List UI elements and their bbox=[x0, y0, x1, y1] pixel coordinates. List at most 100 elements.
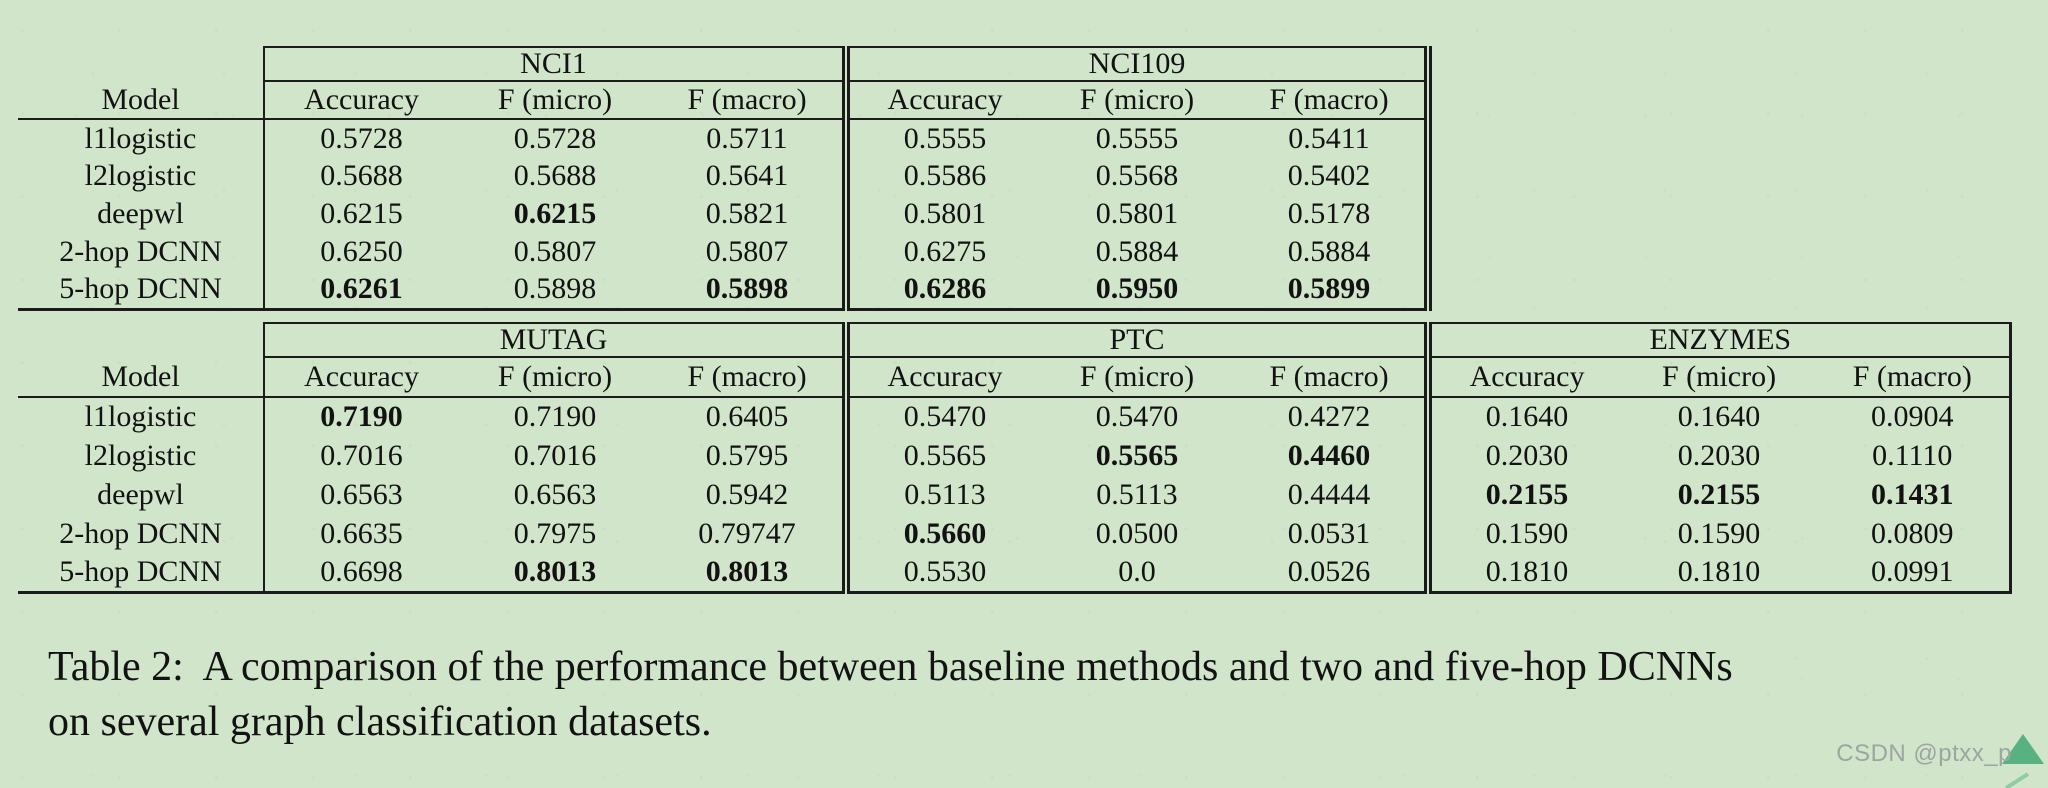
table-row: 2-hop DCNN 0.6635 0.7975 0.79747 0.5660 0.050… bbox=[18, 514, 2012, 553]
column-header: F (macro) bbox=[1234, 357, 1429, 398]
model-label: 5-hop DCNN bbox=[18, 553, 264, 594]
dataset-title: PTC bbox=[841, 322, 1429, 358]
value-cell: 0.4272 bbox=[1287, 400, 1371, 433]
value-cell: 0.6215 bbox=[263, 195, 458, 233]
column-header: Accuracy bbox=[842, 357, 1040, 398]
column-header: F (macro) bbox=[1234, 81, 1432, 120]
value-cell: 0.7975 bbox=[513, 516, 597, 550]
value-cell: 0.0531 bbox=[1287, 516, 1371, 550]
value-cell: 0.5950 bbox=[1040, 271, 1234, 311]
table-caption: Table 2: A comparison of the performance… bbox=[48, 640, 1733, 750]
model-column-header: Model bbox=[18, 357, 264, 398]
column-header: F (micro) bbox=[458, 81, 652, 120]
value-cell: 0.5113 bbox=[1096, 477, 1178, 511]
value-cell: 0.5728 bbox=[263, 119, 458, 157]
column-header: F (micro) bbox=[1040, 357, 1234, 398]
value-cell: 0.0809 bbox=[1816, 514, 2012, 553]
table-row: 2-hop DCNN 0.6250 0.5807 0.5807 0.6275 0.5884… bbox=[18, 233, 1432, 271]
model-label: deepwl bbox=[97, 197, 184, 230]
model-label: 5-hop DCNN bbox=[18, 271, 264, 311]
value-cell: 0.1810 bbox=[1424, 553, 1623, 594]
table-row: l2logistic 0.5688 0.5688 0.5641 0.5586 0.5568… bbox=[18, 157, 1432, 195]
model-label: 2-hop DCNN bbox=[59, 516, 222, 550]
model-label: l2logistic bbox=[84, 159, 197, 192]
value-cell: 0.5530 bbox=[842, 553, 1040, 594]
column-header: F (macro) bbox=[1816, 357, 2012, 398]
value-cell: 0.6563 bbox=[513, 477, 597, 511]
value-cell: 0.5113 bbox=[842, 475, 1040, 514]
value-cell: 0.0991 bbox=[1816, 553, 2012, 594]
dataset-title-row: NCI1 NCI109 bbox=[18, 46, 1432, 82]
value-cell: 0.1810 bbox=[1622, 553, 1817, 594]
value-cell: 0.5555 bbox=[842, 119, 1040, 157]
dataset-title: ENZYMES bbox=[1424, 322, 2012, 358]
column-header: F (macro) bbox=[652, 81, 846, 120]
value-cell: 0.0904 bbox=[1816, 397, 2012, 436]
csdn-logo-icon bbox=[2002, 734, 2044, 788]
column-header: Accuracy bbox=[842, 81, 1040, 120]
value-cell: 0.5565 bbox=[1095, 438, 1179, 472]
value-cell: 0.5470 bbox=[1095, 400, 1179, 433]
dataset-title: MUTAG bbox=[263, 322, 846, 358]
value-cell: 0.5795 bbox=[705, 438, 789, 472]
value-cell: 0.5821 bbox=[705, 197, 789, 230]
value-cell: 0.6635 bbox=[263, 514, 458, 553]
value-cell: 0.6286 bbox=[842, 271, 1040, 311]
column-header: F (micro) bbox=[458, 357, 652, 398]
value-cell: 0.5565 bbox=[842, 436, 1040, 475]
value-cell: 0.1640 bbox=[1424, 397, 1623, 436]
column-header: F (macro) bbox=[652, 357, 846, 398]
value-cell: 0.7016 bbox=[513, 438, 597, 472]
model-label: l1logistic bbox=[84, 400, 197, 433]
value-cell: 0.6275 bbox=[842, 233, 1040, 271]
value-cell: 0.5801 bbox=[842, 195, 1040, 233]
value-cell: 0.5807 bbox=[705, 235, 789, 268]
value-cell: 0.5660 bbox=[842, 514, 1040, 553]
table-row: 5-hop DCNN 0.6261 0.5898 0.5898 0.6286 0.5950… bbox=[18, 271, 1432, 311]
column-header: F (micro) bbox=[1622, 357, 1817, 398]
results-table-bottom: MUTAG PTC ENZYMES Model Accuracy F (micro) F (… bbox=[18, 322, 2012, 594]
dataset-title: NCI1 bbox=[263, 46, 846, 82]
value-cell: 0.0 bbox=[1040, 553, 1234, 594]
value-cell: 0.2155 bbox=[1677, 477, 1761, 511]
caption-line-1: Table 2: A comparison of the performance… bbox=[48, 644, 1733, 690]
value-cell: 0.2155 bbox=[1424, 475, 1623, 514]
column-header: Accuracy bbox=[263, 81, 458, 120]
value-cell: 0.1640 bbox=[1677, 400, 1761, 433]
value-cell: 0.2030 bbox=[1424, 436, 1623, 475]
table-row: l2logistic 0.7016 0.7016 0.5795 0.5565 0.5565… bbox=[18, 436, 2012, 475]
value-cell: 0.1590 bbox=[1677, 516, 1761, 550]
value-cell: 0.5555 bbox=[1095, 121, 1179, 155]
results-table-top: NCI1 NCI109 Model Accuracy F (micro) F (macro… bbox=[18, 46, 1432, 311]
value-cell: 0.1110 bbox=[1816, 436, 2012, 475]
value-cell: 0.4444 bbox=[1287, 477, 1371, 511]
value-cell: 0.6698 bbox=[263, 553, 458, 594]
column-header-row: Model Accuracy F (micro) F (macro) Accuracy F… bbox=[18, 81, 1432, 120]
column-header: Accuracy bbox=[263, 357, 458, 398]
value-cell: 0.8013 bbox=[652, 553, 846, 594]
table-row: deepwl 0.6563 0.6563 0.5942 0.5113 0.5113 0.44… bbox=[18, 475, 2012, 514]
value-cell: 0.5711 bbox=[706, 121, 788, 155]
model-column-header: Model bbox=[18, 81, 264, 120]
value-cell: 0.5884 bbox=[1234, 233, 1432, 271]
model-column-spacer bbox=[18, 323, 264, 357]
dataset-title-row: MUTAG PTC ENZYMES bbox=[18, 322, 2012, 358]
value-cell: 0.5586 bbox=[842, 157, 1040, 195]
value-cell: 0.79747 bbox=[698, 516, 796, 550]
value-cell: 0.5688 bbox=[513, 159, 597, 192]
value-cell: 0.5178 bbox=[1234, 195, 1432, 233]
value-cell: 0.7190 bbox=[263, 397, 458, 436]
model-column-spacer bbox=[18, 47, 264, 81]
watermark-text: CSDN @ptxx_p bbox=[1836, 740, 2012, 767]
value-cell: 0.5402 bbox=[1234, 157, 1432, 195]
value-cell: 0.6405 bbox=[705, 400, 789, 433]
value-cell: 0.6261 bbox=[263, 271, 458, 311]
value-cell: 0.0500 bbox=[1095, 516, 1179, 550]
column-header: F (micro) bbox=[1040, 81, 1234, 120]
value-cell: 0.2030 bbox=[1677, 438, 1761, 472]
model-label: l2logistic bbox=[84, 438, 197, 472]
value-cell: 0.1431 bbox=[1816, 475, 2012, 514]
table-row: deepwl 0.6215 0.6215 0.5821 0.5801 0.5801 0.51… bbox=[18, 195, 1432, 233]
value-cell: 0.5728 bbox=[513, 121, 597, 155]
